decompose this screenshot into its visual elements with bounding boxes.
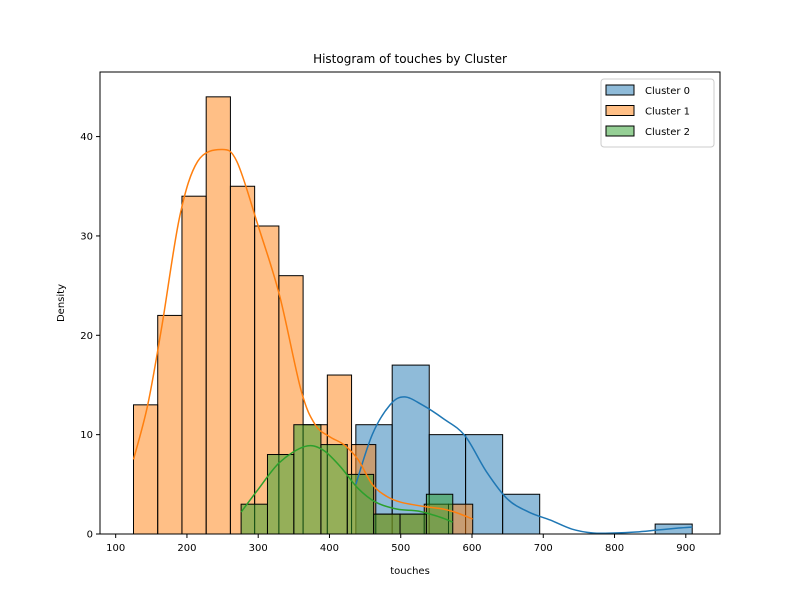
y-axis-ticks: 0 10 20 30 40	[80, 132, 100, 541]
x-tick-label: 300	[249, 543, 268, 554]
kde-line-series-2	[240, 444, 454, 523]
legend-label-1: Cluster 1	[645, 107, 690, 118]
y-tick-label: 0	[87, 530, 93, 541]
bar-series-1-2	[181, 195, 207, 535]
x-tick-label: 600	[462, 543, 481, 554]
x-tick-label: 800	[605, 543, 624, 554]
y-tick-label: 40	[80, 132, 93, 143]
legend-swatch-0	[605, 84, 635, 96]
x-tick-label: 100	[106, 543, 125, 554]
bar-series-2-2	[293, 424, 322, 535]
plot-frame	[99, 71, 721, 535]
x-axis-label: touches	[390, 566, 430, 577]
legend-swatch-1	[605, 105, 635, 116]
legend-label-0: Cluster 0	[645, 86, 690, 97]
x-tick-label: 900	[676, 543, 695, 554]
series-1-bars	[132, 96, 474, 535]
y-tick-label: 10	[80, 430, 93, 441]
chart-title: Histogram of touches by Cluster	[313, 52, 507, 66]
legend-label-2: Cluster 2	[645, 127, 690, 138]
y-tick-label: 30	[80, 231, 93, 242]
bar-series-2-5	[373, 513, 401, 535]
bar-series-2-0	[240, 503, 268, 535]
kde-line-series-1	[132, 148, 473, 520]
kde-line-series-0	[355, 396, 693, 535]
series-2-bars	[240, 424, 454, 535]
legend: Cluster 0 Cluster 1 Cluster 2	[600, 78, 715, 148]
x-tick-label: 700	[534, 543, 553, 554]
y-axis-label: Density	[56, 284, 67, 322]
y-tick-label: 20	[80, 331, 93, 342]
bar-series-2-1	[266, 454, 295, 535]
x-tick-label: 200	[177, 543, 196, 554]
bar-series-2-4	[346, 473, 375, 535]
kde-layer	[132, 148, 693, 535]
bar-series-1-1	[157, 314, 183, 535]
bar-series-2-3	[320, 444, 348, 535]
bar-series-1-4	[229, 185, 256, 535]
x-tick-label: 500	[391, 543, 410, 554]
x-axis-ticks: 100 200 300 400 500 600 700 800 900	[106, 534, 695, 554]
legend-swatch-2	[605, 125, 635, 137]
x-tick-label: 400	[320, 543, 339, 554]
bar-series-1-3	[205, 96, 231, 535]
bar-series-2-6	[399, 513, 427, 535]
bar-series-1-0	[132, 404, 159, 535]
